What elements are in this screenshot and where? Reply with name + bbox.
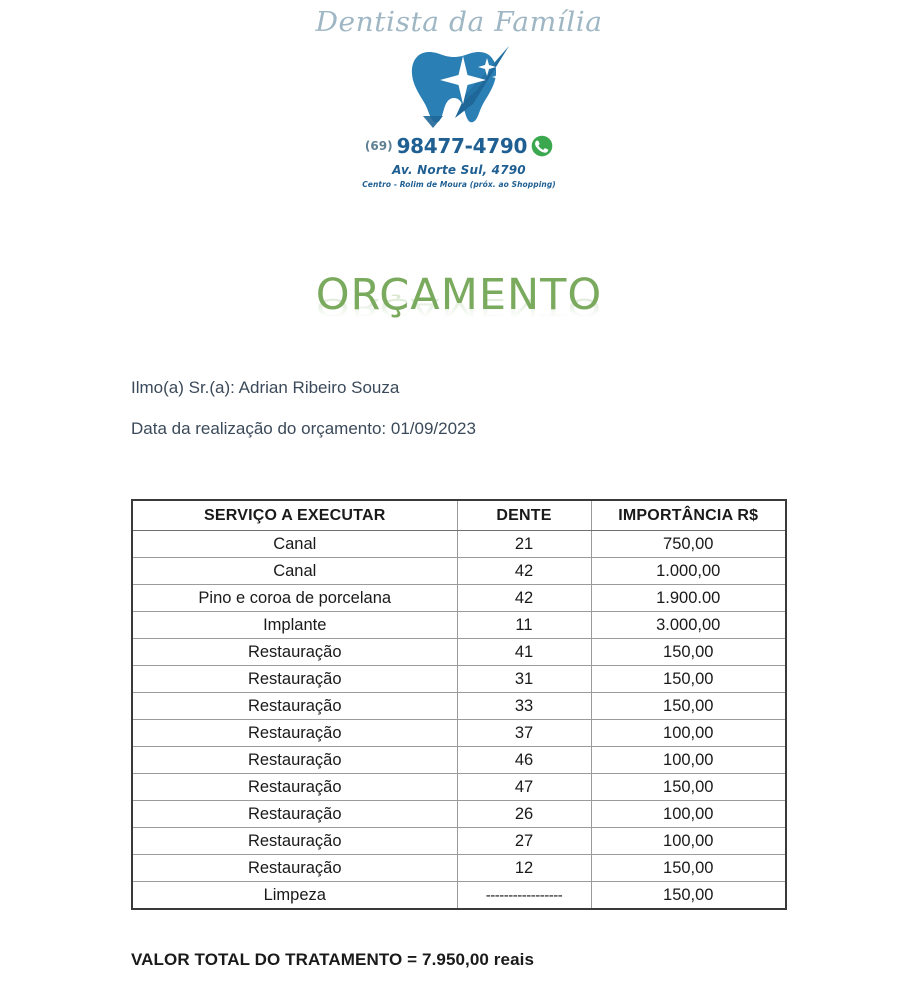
brand-name: Dentista da Família	[315, 7, 603, 38]
table-row: Limpeza ----------------- 150,00	[131, 881, 787, 910]
cell-amount: 100,00	[590, 746, 787, 774]
cell-tooth: 42	[456, 584, 592, 612]
cell-tooth: 11	[456, 611, 592, 639]
cell-tooth: 26	[456, 800, 592, 828]
letterhead: Dentista da Família (69) 98477-4790 Av.	[0, 0, 918, 205]
budget-table: SERVIÇO A EXECUTAR DENTE IMPORTÂNCIA R$ …	[131, 499, 787, 910]
cell-tooth: -----------------	[456, 881, 592, 910]
cell-amount: 150,00	[590, 881, 787, 910]
cell-service: Restauração	[131, 692, 458, 720]
cell-service: Canal	[131, 530, 458, 558]
cell-amount: 100,00	[590, 800, 787, 828]
address-line-1: Av. Norte Sul, 4790	[392, 163, 526, 177]
table-header: SERVIÇO A EXECUTAR DENTE IMPORTÂNCIA R$	[131, 499, 787, 531]
table-row: Restauração 33 150,00	[131, 692, 787, 720]
cell-amount: 150,00	[590, 638, 787, 666]
phone-number: 98477-4790	[396, 134, 528, 158]
cell-service: Restauração	[131, 827, 458, 855]
cell-amount: 150,00	[590, 854, 787, 882]
budget-date-line: Data da realização do orçamento: 01/09/2…	[131, 419, 476, 438]
treatment-total: VALOR TOTAL DO TRATAMENTO = 7.950,00 rea…	[131, 950, 535, 969]
cell-tooth: 37	[456, 719, 592, 747]
cell-tooth: 47	[456, 773, 592, 801]
table-body: Canal 21 750,00 Canal 42 1.000,00 Pino e coroa…	[131, 530, 787, 910]
cell-service: Restauração	[131, 800, 458, 828]
whatsapp-icon	[531, 135, 553, 157]
table-row: Restauração 37 100,00	[131, 719, 787, 747]
patient-info: Ilmo(a) Sr.(a): Adrian Ribeiro Souza Dat…	[131, 379, 831, 461]
address-line-2: Centro - Rolim de Moura (próx. ao Shoppi…	[362, 180, 556, 189]
cell-tooth: 41	[456, 638, 592, 666]
table-row: Restauração 12 150,00	[131, 854, 787, 882]
tooth-sparkle-icon	[399, 40, 519, 132]
page-title-reflection: ORÇAMENTO	[315, 292, 603, 321]
cell-service: Restauração	[131, 638, 458, 666]
cell-amount: 150,00	[590, 692, 787, 720]
cell-service: Canal	[131, 557, 458, 585]
table-row: Canal 21 750,00	[131, 530, 787, 558]
cell-service: Restauração	[131, 854, 458, 882]
table-row: Restauração 31 150,00	[131, 665, 787, 693]
table-row: Restauração 41 150,00	[131, 638, 787, 666]
cell-amount: 750,00	[590, 530, 787, 558]
column-header-amount: IMPORTÂNCIA R$	[590, 499, 787, 531]
cell-service: Restauração	[131, 773, 458, 801]
table-row: Restauração 47 150,00	[131, 773, 787, 801]
phone-row: (69) 98477-4790	[365, 135, 553, 157]
page-title-area: ORÇAMENTO ORÇAMENTO	[0, 274, 918, 344]
cell-service: Pino e coroa de porcelana	[131, 584, 458, 612]
cell-service: Restauração	[131, 719, 458, 747]
cell-tooth: 21	[456, 530, 592, 558]
cell-tooth: 42	[456, 557, 592, 585]
cell-tooth: 46	[456, 746, 592, 774]
cell-tooth: 27	[456, 827, 592, 855]
table-row: Pino e coroa de porcelana 42 1.900.00	[131, 584, 787, 612]
table-row: Restauração 27 100,00	[131, 827, 787, 855]
phone-area-code: (69)	[364, 139, 393, 153]
patient-name-line: Ilmo(a) Sr.(a): Adrian Ribeiro Souza	[131, 378, 400, 397]
table-header-row: SERVIÇO A EXECUTAR DENTE IMPORTÂNCIA R$	[131, 499, 787, 531]
cell-tooth: 33	[456, 692, 592, 720]
column-header-service: SERVIÇO A EXECUTAR	[131, 499, 458, 531]
cell-amount: 1.000,00	[590, 557, 787, 585]
cell-amount: 150,00	[590, 665, 787, 693]
cell-service: Implante	[131, 611, 458, 639]
column-header-tooth: DENTE	[456, 499, 592, 531]
table-row: Implante 11 3.000,00	[131, 611, 787, 639]
table-row: Canal 42 1.000,00	[131, 557, 787, 585]
cell-service: Restauração	[131, 665, 458, 693]
cell-tooth: 12	[456, 854, 592, 882]
cell-amount: 100,00	[590, 827, 787, 855]
cell-tooth: 31	[456, 665, 592, 693]
cell-amount: 1.900.00	[590, 584, 787, 612]
cell-amount: 150,00	[590, 773, 787, 801]
cell-amount: 3.000,00	[590, 611, 787, 639]
table-row: Restauração 46 100,00	[131, 746, 787, 774]
cell-amount: 100,00	[590, 719, 787, 747]
table-row: Restauração 26 100,00	[131, 800, 787, 828]
cell-service: Limpeza	[131, 881, 458, 910]
page-title: ORÇAMENTO	[315, 270, 603, 320]
cell-service: Restauração	[131, 746, 458, 774]
